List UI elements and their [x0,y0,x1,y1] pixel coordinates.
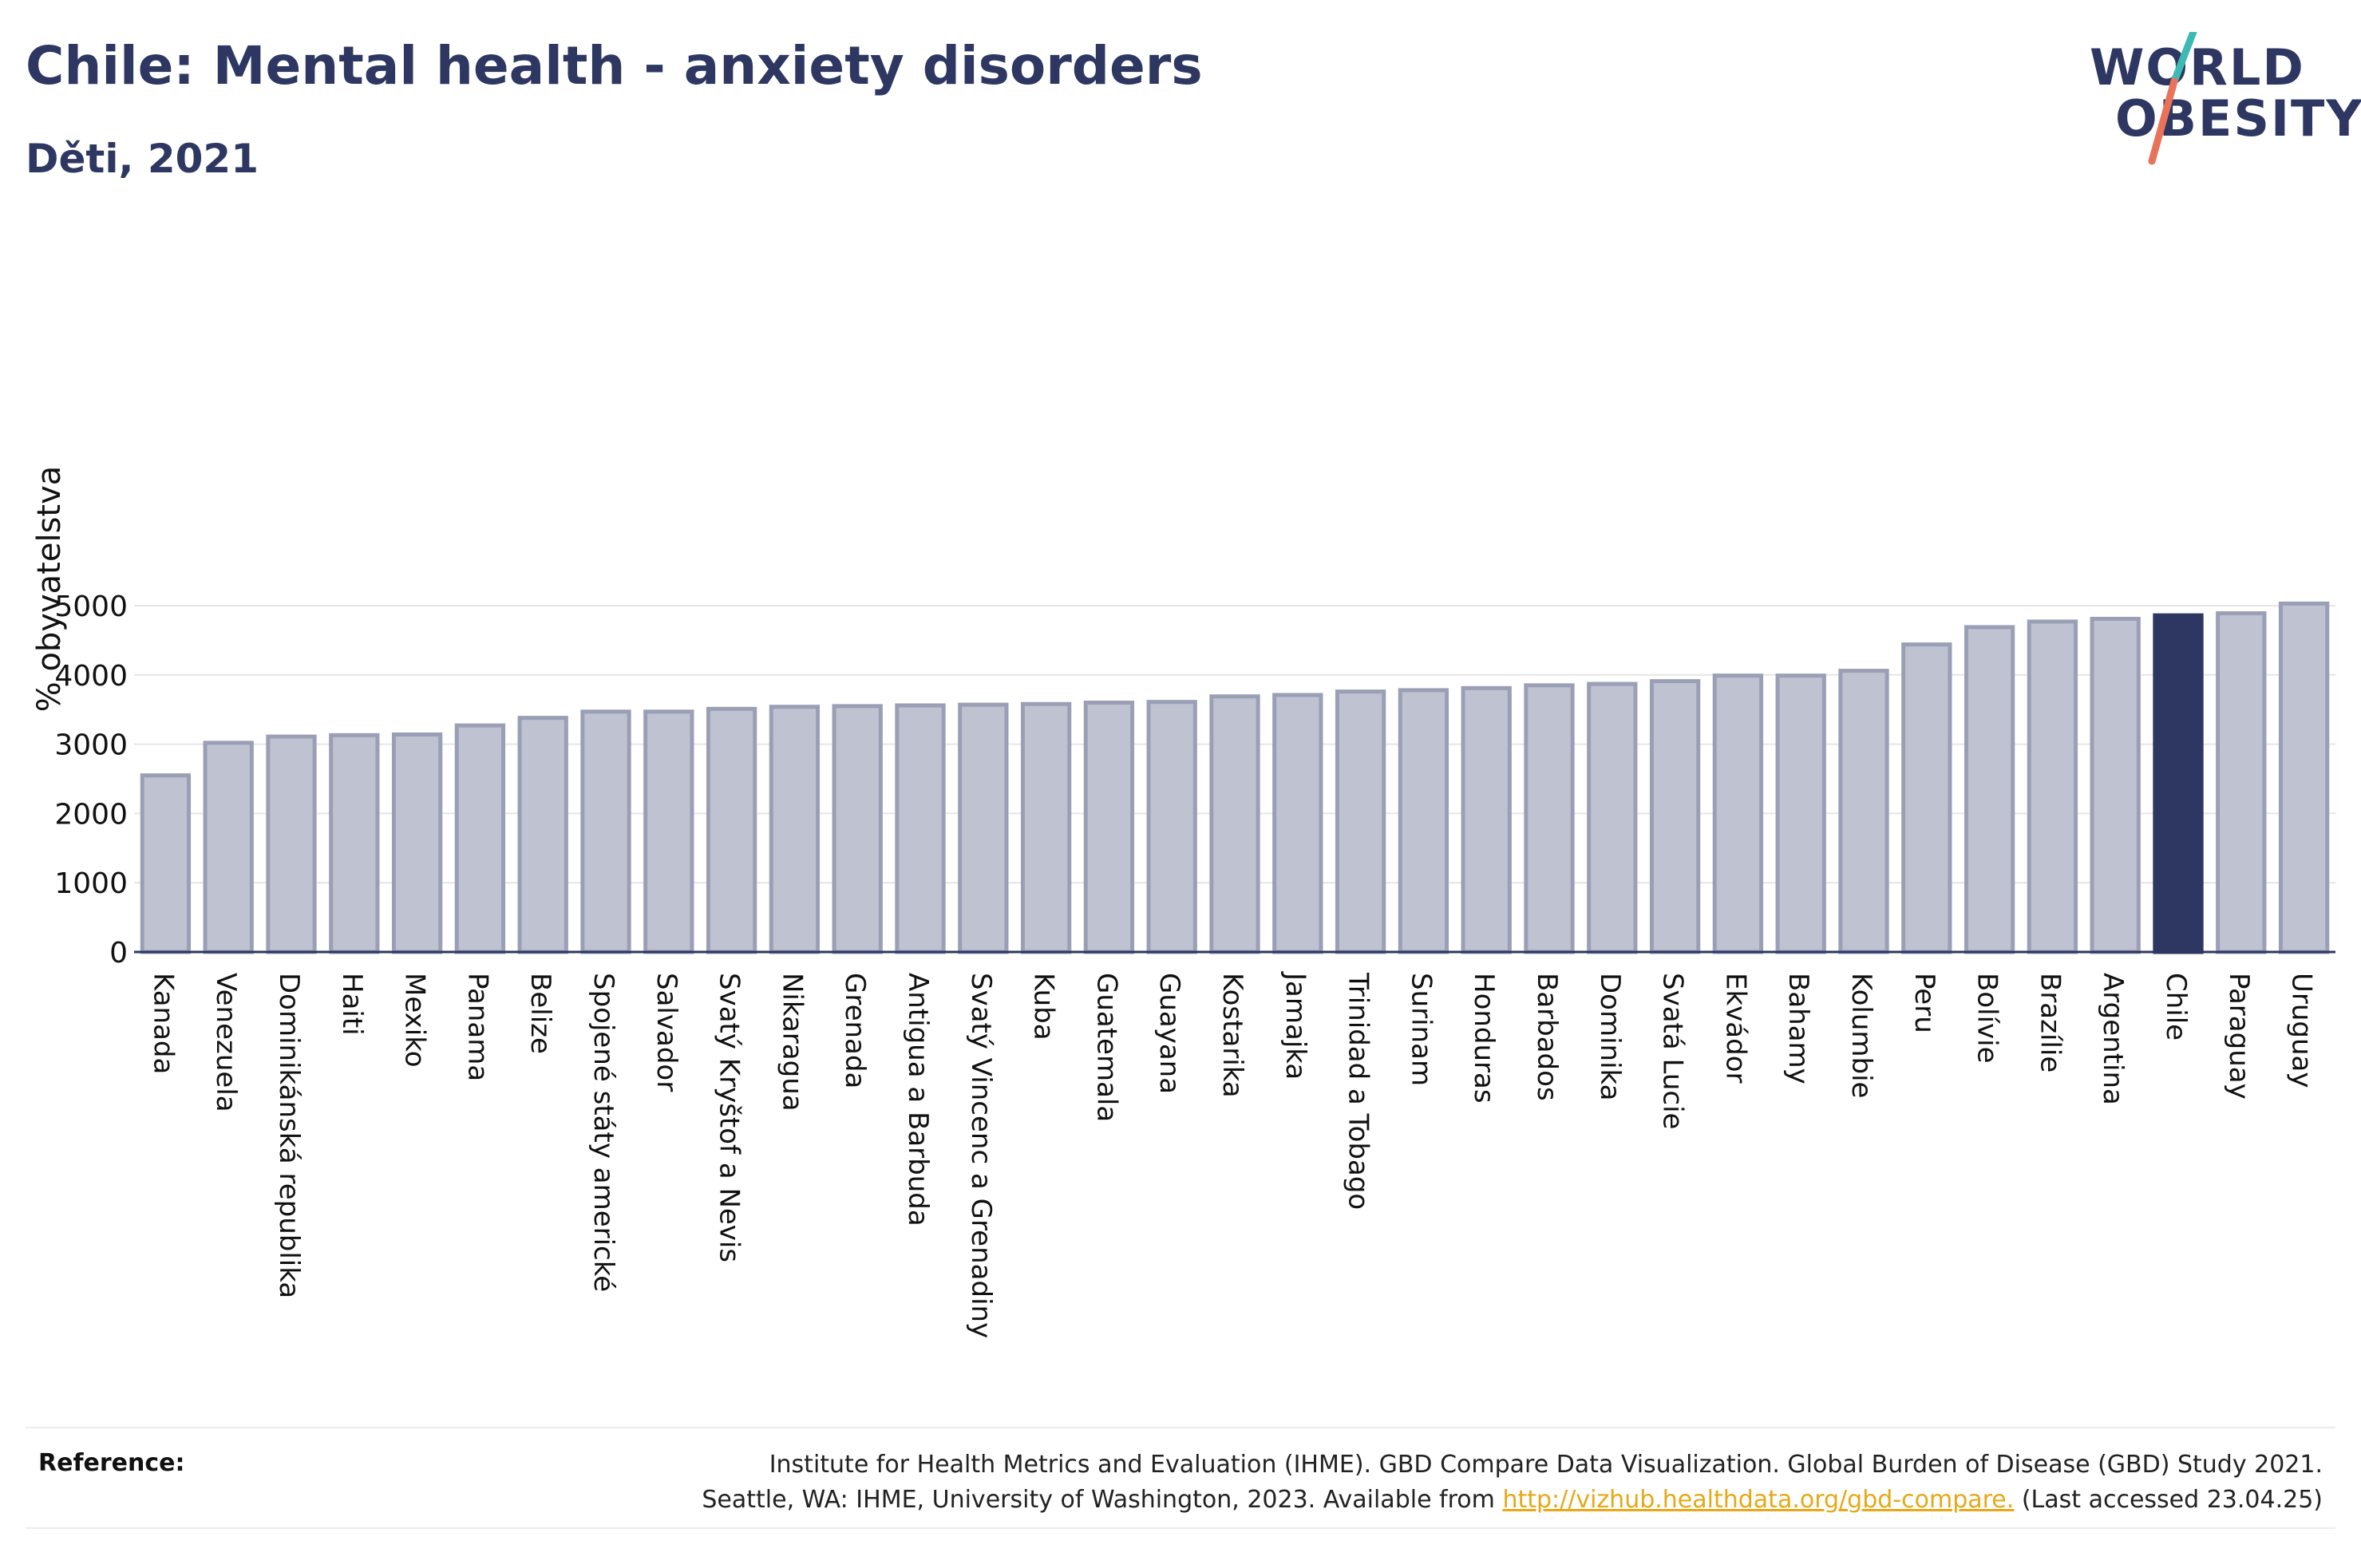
bar [2216,611,2267,954]
y-tick-label: 0 [109,937,128,970]
reference-text: Institute for Health Metrics and Evaluat… [702,1448,2323,1518]
x-tick-label: Brazílie [2034,973,2066,1072]
bar [140,773,192,954]
bar [580,709,631,954]
x-tick-label: Chile [2160,973,2192,1041]
x-tick-label: Peru [1908,973,1940,1033]
bar [643,709,694,954]
x-tick-label: Barbados [1531,973,1563,1101]
y-tick-label: 3000 [54,729,128,762]
x-tick-label: Ekvádor [1719,973,1751,1084]
x-tick-label: Svatý Kryštof a Nevis [714,973,745,1262]
x-tick-label: Honduras [1468,973,1500,1104]
bar [454,723,506,954]
x-tick-label: Dominika [1594,973,1626,1100]
bar [1649,679,1701,954]
bar [1083,701,1135,954]
bar [1209,694,1260,954]
reference-line-1: Institute for Health Metrics and Evaluat… [769,1451,2323,1479]
bar [203,741,254,954]
x-tick-label: Spojené státy americké [587,973,619,1292]
reference-link[interactable]: http://vizhub.healthdata.org/gbd-compare… [1502,1486,2015,1514]
bar [1712,673,1764,954]
bar [1775,673,1826,954]
x-tick-label: Grenada [839,973,871,1088]
bar [1335,689,1386,954]
x-tick-label: Bolívie [1971,973,2003,1064]
reference-line-2-prefix: Seattle, WA: IHME, University of Washing… [702,1486,1495,1514]
x-tick-label: Kuba [1028,973,1060,1041]
x-tick-label: Haiti [336,973,368,1036]
bar [1587,681,1638,954]
y-tick-label: 4000 [54,660,128,693]
x-tick-label: Mexiko [399,973,431,1068]
x-tick-label: Kanada [147,973,179,1074]
x-tick-label: Belize [524,973,556,1054]
bar [706,706,757,954]
x-tick-label: Argentina [2097,973,2129,1105]
bar-chart: 0 1000 2000 3000 4000 5000 Kanada Venezuela Domi… [54,590,2335,1338]
chart-subtitle: Děti, 2021 [26,136,259,182]
bar-highlighted [2153,613,2204,954]
bar [769,705,821,954]
bar [2090,616,2141,954]
bar [1398,688,1449,954]
bar [1838,669,1889,954]
x-tick-label: Trinidad a Tobago [1343,972,1374,1210]
x-tick-label: Uruguay [2286,973,2318,1088]
x-tick-label: Panama [461,973,493,1081]
y-tick-label: 1000 [54,867,128,900]
reference-footer: Reference: Institute for Health Metrics … [26,1427,2335,1529]
world-obesity-logo: WORLD OBESITY [2075,32,2361,168]
bar [2278,601,2330,954]
bar [329,733,380,954]
bar [1020,701,1072,954]
x-tick-label: Kostarika [1216,973,1248,1098]
bar [266,734,317,954]
x-tick-label: Kolumbie [1845,973,1877,1098]
bar [1901,642,1952,954]
x-tick-label: Guatemala [1090,973,1122,1122]
x-tick-label: Bahamy [1782,973,1814,1084]
x-tick-label: Dominikánská republika [273,973,305,1298]
x-tick-label: Paraguay [2223,973,2255,1100]
x-tick-label: Svatá Lucie [1657,973,1689,1129]
reference-line-2: Seattle, WA: IHME, University of Washing… [702,1483,2323,1518]
x-tick-label: Jamajka [1279,971,1311,1080]
logo-slash-icon [2148,32,2197,165]
x-tick-label: Nikaragua [776,973,808,1112]
y-tick-label: 5000 [54,590,128,623]
x-tick-label: Svatý Vincenc a Grenadiny [965,973,997,1338]
bar [958,702,1009,954]
reference-line-2-suffix: (Last accessed 23.04.25) [2021,1486,2323,1514]
bar [1461,685,1512,954]
x-tick-label: Guayana [1153,973,1185,1094]
bar [1524,683,1575,954]
y-tick-label: 2000 [54,798,128,831]
x-tick-label: Venezuela [210,973,242,1112]
x-tick-label: Surinam [1405,973,1437,1086]
bar [832,704,883,954]
chart-title: Chile: Mental health - anxiety disorders [26,35,1203,97]
bar [1964,625,2015,954]
logo-word-world: WORLD [2090,38,2305,97]
bar [1272,693,1323,954]
bar [2027,619,2078,954]
x-tick-label: Salvador [651,973,682,1092]
bar [895,703,946,954]
bar [517,716,568,954]
reference-label: Reference: [38,1449,185,1477]
x-tick-label: Antigua a Barbuda [902,973,934,1226]
bar [391,732,443,954]
bar [1146,700,1197,954]
